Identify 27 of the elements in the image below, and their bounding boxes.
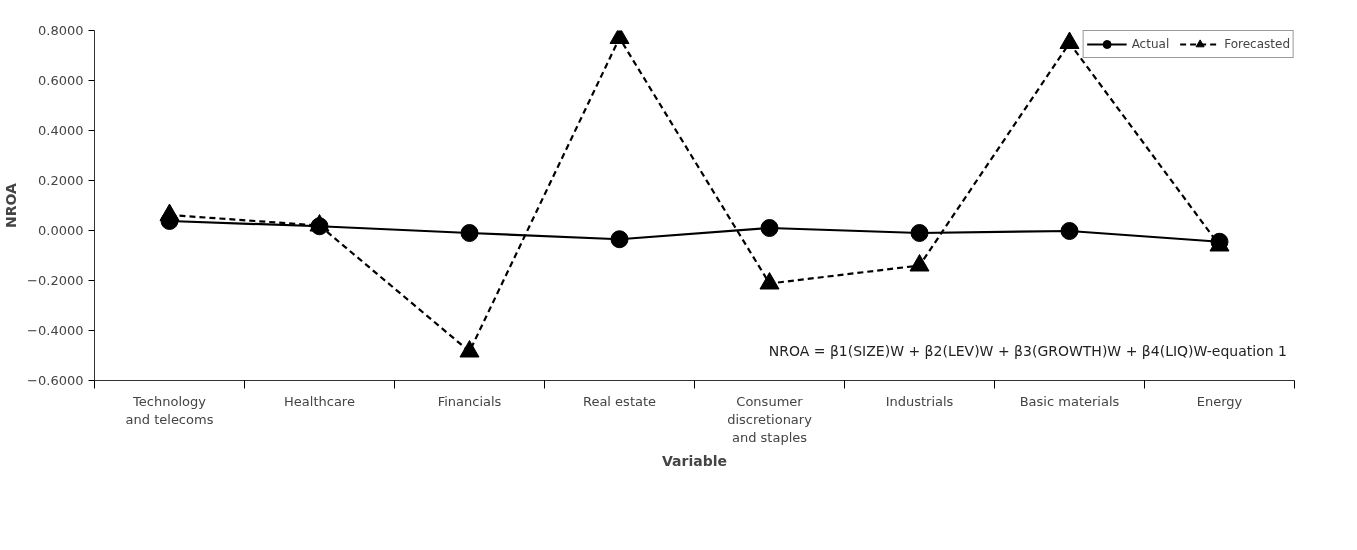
- y-tick-label: 0.4000: [38, 123, 84, 138]
- y-tick-label: 0.6000: [38, 73, 84, 88]
- x-tick-label: Industrials: [885, 393, 954, 409]
- annotation: NROA = β1(SIZE)W + β2(LEV)W + β3(GROWTH)W + β4(LIQ)W-equation 1: [768, 342, 1288, 359]
- legend-label: Forecasted: [1224, 37, 1290, 51]
- x-tick-label: Technology and telecoms: [125, 393, 214, 427]
- point: [760, 219, 779, 237]
- x-tick-label: Basic materials: [1019, 393, 1120, 409]
- x-tick-label: Healthcare: [284, 393, 355, 409]
- y-tick-label: 0.8000: [38, 23, 84, 38]
- x-tick-label: Financials: [437, 393, 502, 409]
- y-tick-label: −0.4000: [27, 323, 84, 338]
- point: [610, 230, 629, 249]
- point: [310, 217, 329, 236]
- y-axis-title: NROA: [3, 182, 20, 228]
- legend-label: Actual: [1131, 37, 1170, 51]
- point: [460, 224, 479, 242]
- x-axis-title: Variable: [662, 452, 727, 469]
- y-tick-label: 0.2000: [38, 173, 84, 188]
- y-tick-label: 0.0000: [38, 223, 84, 238]
- x-tick-label: Energy: [1196, 393, 1243, 409]
- y-tick-label: −0.6000: [27, 373, 84, 388]
- x-tick-label: Real estate: [582, 393, 657, 409]
- x-tick-label: Consumer discretionary and staples: [727, 393, 813, 445]
- point: [910, 224, 929, 242]
- y-tick-label: −0.2000: [27, 273, 84, 288]
- point: [1060, 222, 1079, 240]
